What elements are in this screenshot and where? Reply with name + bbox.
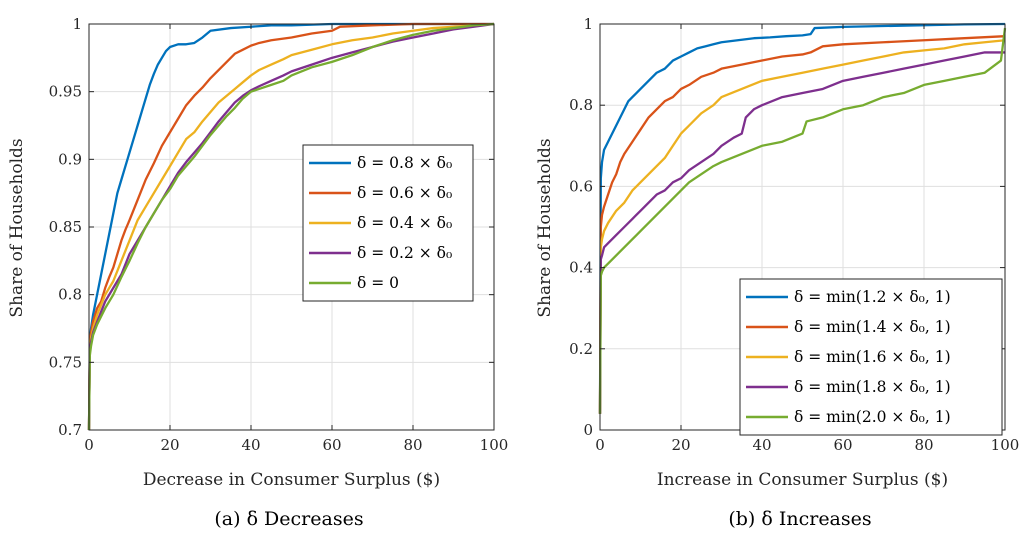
legend-entry: δ = min(1.2 × δ₀, 1) — [794, 288, 951, 306]
legend-entry: δ = 0 — [357, 274, 399, 292]
x-tick-label: 40 — [752, 436, 771, 454]
y-tick-label: 1 — [72, 15, 82, 33]
y-tick-label: 1 — [583, 15, 593, 33]
x-axis-label: Increase in Consumer Surplus ($) — [657, 470, 948, 490]
series-line-1 — [598, 22, 1006, 414]
y-tick-label: 0.85 — [49, 218, 82, 236]
y-tick-label: 0.8 — [58, 286, 82, 304]
x-tick-label: 80 — [914, 436, 933, 454]
legend-entry: δ = min(2.0 × δ₀, 1) — [794, 408, 951, 426]
x-tick-label: 80 — [403, 436, 422, 454]
series-line-4 — [598, 51, 1005, 414]
series-line-1 — [87, 22, 494, 431]
legend-entry: δ = 0.4 × δ₀ — [357, 214, 452, 232]
x-tick-label: 100 — [480, 436, 509, 454]
series-line-3 — [598, 39, 1006, 414]
panel-caption: (b) δ Increases — [728, 508, 871, 530]
legend-entry: δ = 0.6 × δ₀ — [357, 184, 452, 202]
x-tick-label: 40 — [241, 436, 260, 454]
y-tick-label: 0.6 — [569, 177, 593, 195]
x-tick-label: 0 — [595, 436, 605, 454]
x-tick-label: 60 — [833, 436, 852, 454]
series-line-5 — [598, 27, 1007, 414]
legend-entry: δ = min(1.8 × δ₀, 1) — [794, 378, 951, 396]
legend-entry: δ = 0.8 × δ₀ — [357, 154, 452, 172]
y-axis-label: Share of Households — [7, 138, 27, 317]
series-line-5 — [87, 22, 495, 431]
series-line-2 — [598, 35, 1006, 414]
panel-increases: 0 20 40 60 80 100 0 0.2 0.4 0.6 0.8 1 Increase in Co… — [535, 15, 1019, 530]
y-tick-label: 0.9 — [58, 150, 82, 168]
x-tick-label: 100 — [991, 436, 1020, 454]
x-tick-label: 20 — [160, 436, 179, 454]
legend-entry: δ = min(1.6 × δ₀, 1) — [794, 348, 951, 366]
y-tick-label: 0.95 — [49, 83, 82, 101]
series-line-2 — [87, 22, 494, 431]
y-tick-label: 0 — [583, 421, 593, 439]
y-tick-label: 0.8 — [569, 96, 593, 114]
x-tick-label: 60 — [322, 436, 341, 454]
x-tick-label: 0 — [84, 436, 94, 454]
legend-entry: δ = 0.2 × δ₀ — [357, 244, 452, 262]
y-tick-label: 0.75 — [49, 353, 82, 371]
panel-caption: (a) δ Decreases — [214, 508, 363, 530]
series-line-3 — [87, 22, 495, 431]
legend-entry: δ = min(1.4 × δ₀, 1) — [794, 318, 951, 336]
y-tick-label: 0.2 — [569, 340, 593, 358]
y-tick-label: 0.4 — [569, 259, 593, 277]
x-axis-label: Decrease in Consumer Surplus ($) — [143, 470, 440, 490]
panel-decreases: 0 20 40 60 80 100 0.7 0.75 0.8 0.85 0.9 0.95 1 Decrea… — [7, 15, 508, 530]
y-axis-label: Share of Households — [535, 138, 555, 317]
x-tick-label: 20 — [671, 436, 690, 454]
y-tick-label: 0.7 — [58, 421, 82, 439]
